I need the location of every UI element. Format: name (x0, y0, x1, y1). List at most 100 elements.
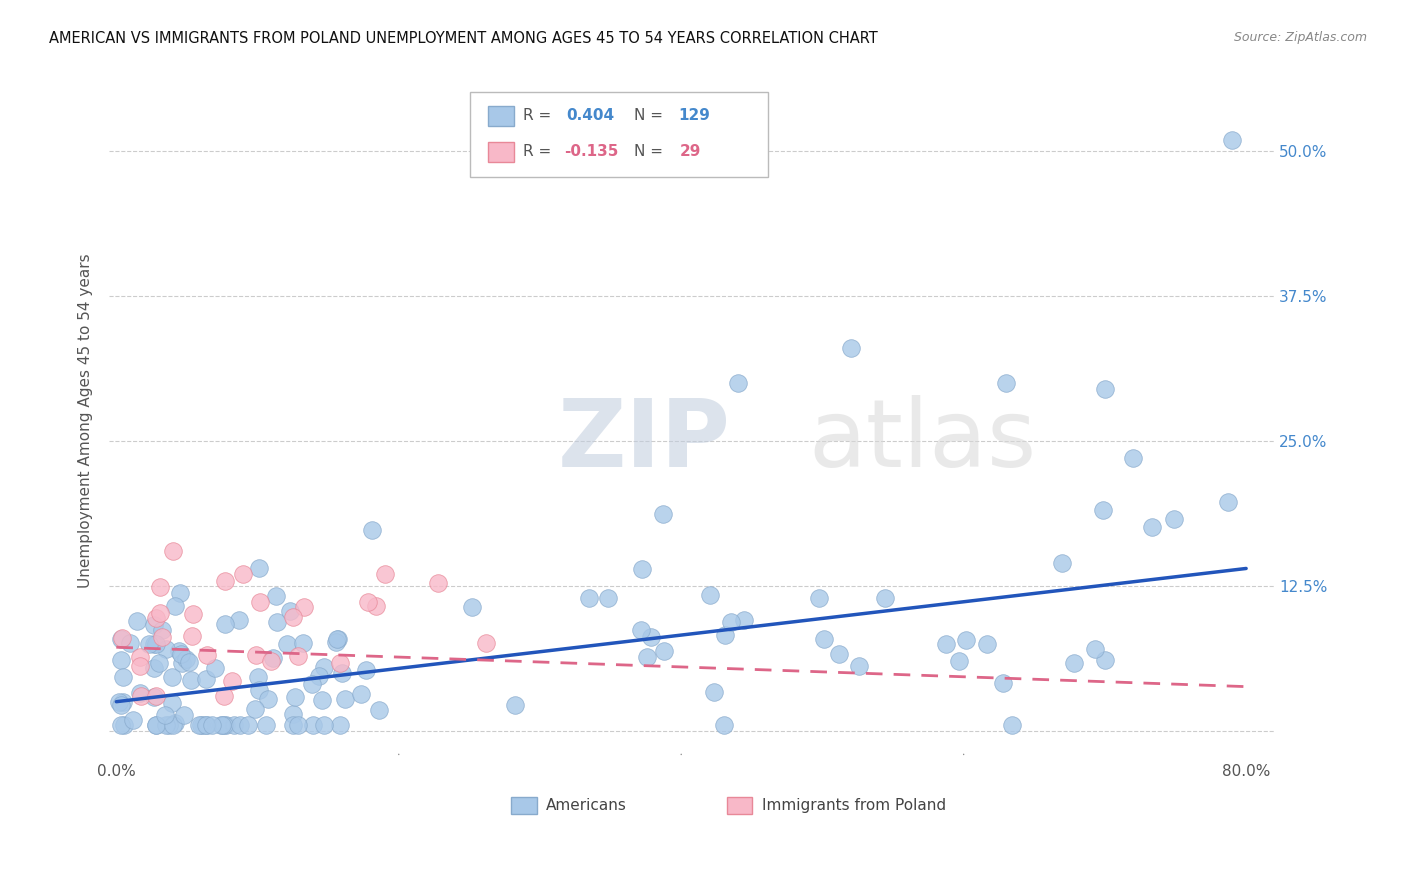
Point (596, 591, 619, 606)
Point (174, 652, 197, 666)
Point (245, 702, 267, 716)
Point (631, 562, 654, 576)
Point (262, 651, 284, 665)
Point (180, 673, 202, 687)
Text: N =: N = (634, 108, 662, 123)
Point (955, 633, 977, 648)
Point (108, 695, 131, 709)
Point (247, 670, 270, 684)
Point (640, 630, 662, 644)
Point (167, 644, 190, 658)
Point (301, 718, 323, 732)
Point (1084, 642, 1107, 657)
Point (329, 718, 352, 732)
Point (229, 718, 252, 732)
Point (142, 618, 165, 632)
Point (374, 567, 396, 582)
Point (153, 708, 176, 723)
Point (828, 647, 851, 661)
Point (281, 706, 304, 721)
Point (713, 718, 735, 732)
Bar (488, 142, 513, 161)
Point (714, 628, 737, 642)
Point (145, 689, 167, 703)
FancyBboxPatch shape (471, 92, 768, 177)
Point (264, 590, 287, 604)
Point (284, 690, 307, 705)
Text: atlas: atlas (808, 395, 1036, 487)
Point (333, 691, 356, 706)
Point (636, 650, 658, 665)
Point (350, 687, 373, 701)
Point (145, 611, 167, 625)
Point (214, 574, 236, 589)
Point (212, 718, 235, 732)
Text: Source: ZipAtlas.com: Source: ZipAtlas.com (1233, 31, 1367, 45)
Point (145, 718, 167, 732)
Point (110, 718, 132, 732)
Point (112, 718, 135, 732)
Point (848, 659, 870, 673)
Text: R =: R = (523, 145, 551, 159)
Point (995, 376, 1018, 390)
Point (699, 588, 721, 602)
Text: -0.135: -0.135 (564, 145, 619, 159)
Point (221, 673, 243, 688)
Point (181, 607, 204, 621)
Point (148, 656, 170, 670)
Text: AMERICAN VS IMMIGRANTS FROM POLAND UNEMPLOYMENT AMONG AGES 45 TO 54 YEARS CORREL: AMERICAN VS IMMIGRANTS FROM POLAND UNEMP… (49, 31, 877, 46)
Point (475, 636, 498, 650)
Point (204, 661, 226, 675)
Point (195, 718, 218, 732)
Point (354, 664, 377, 678)
Point (1001, 718, 1024, 732)
Point (287, 648, 309, 663)
Point (1094, 653, 1116, 667)
Point (283, 718, 305, 732)
Point (1052, 556, 1074, 570)
Point (172, 656, 194, 670)
Point (150, 631, 173, 645)
Point (129, 689, 152, 703)
Point (212, 689, 235, 703)
Point (232, 567, 254, 582)
Point (266, 615, 288, 629)
Point (301, 677, 323, 691)
Point (249, 561, 271, 575)
Point (138, 637, 160, 651)
Point (651, 508, 673, 522)
Point (703, 685, 725, 699)
Point (228, 613, 250, 627)
Point (190, 718, 212, 732)
Point (461, 600, 484, 615)
Point (111, 671, 134, 685)
Point (143, 690, 166, 704)
Text: 129: 129 (678, 108, 710, 123)
Point (165, 599, 187, 614)
Point (162, 718, 184, 732)
Point (1094, 382, 1116, 396)
Point (110, 632, 132, 646)
Point (314, 659, 336, 673)
Point (357, 595, 380, 609)
Point (125, 615, 148, 629)
Point (162, 544, 184, 558)
Text: R =: R = (523, 108, 551, 123)
Point (257, 692, 280, 706)
Point (110, 653, 132, 667)
Point (727, 376, 749, 390)
Point (292, 600, 315, 615)
Point (195, 672, 218, 686)
Point (813, 632, 835, 646)
Point (311, 693, 333, 707)
Text: 29: 29 (681, 145, 702, 159)
Point (426, 575, 449, 590)
Point (330, 666, 353, 681)
Point (209, 718, 232, 732)
Text: N =: N = (634, 145, 662, 159)
Point (578, 591, 600, 605)
Point (170, 648, 193, 662)
Point (276, 637, 298, 651)
Point (214, 616, 236, 631)
Point (121, 713, 143, 727)
